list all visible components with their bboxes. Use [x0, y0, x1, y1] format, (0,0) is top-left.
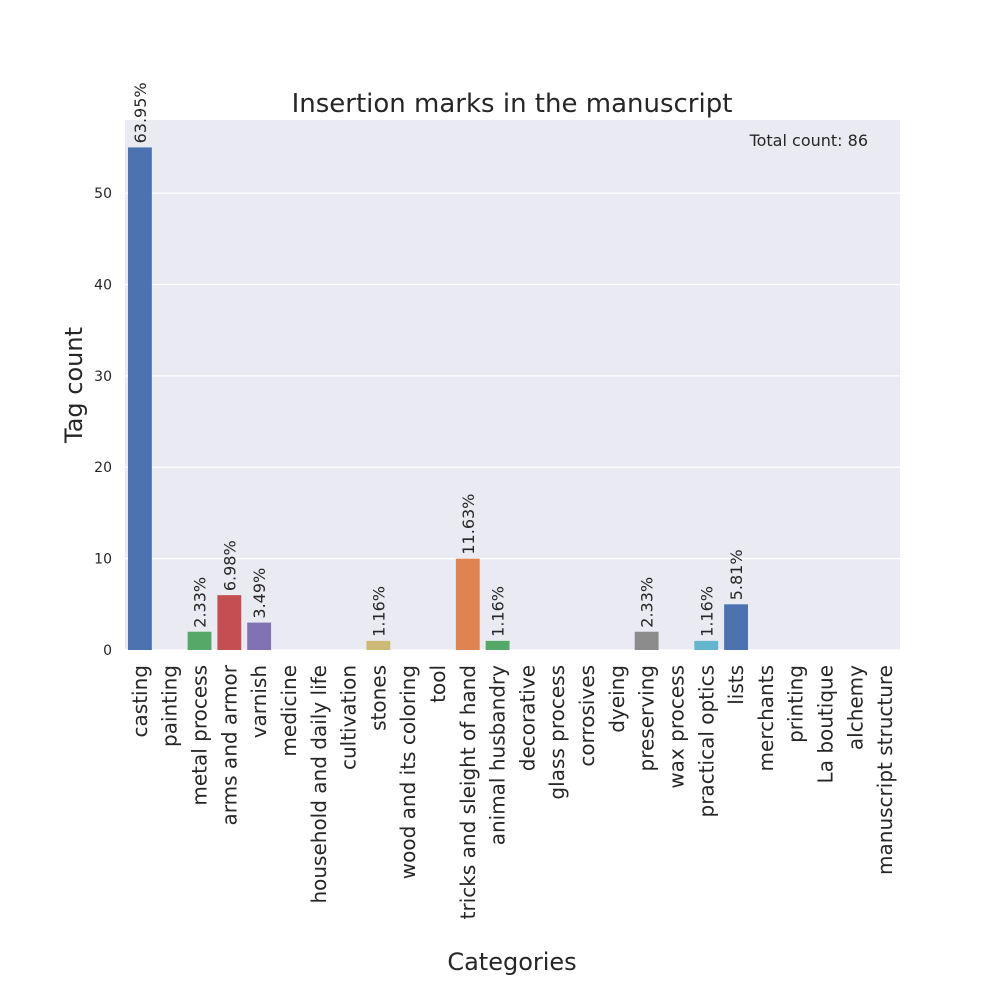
x-tick-label: casting: [128, 665, 152, 737]
x-tick-label: merchants: [754, 665, 778, 771]
x-tick-label: practical optics: [694, 665, 718, 817]
x-tick-label: cultivation: [337, 665, 361, 770]
plot-background: [125, 120, 900, 650]
x-tick-label: wax process: [664, 665, 688, 789]
x-tick-labels: casting painting metal process arms and arm…: [128, 664, 897, 919]
bar-data-label: 2.33%: [638, 577, 657, 628]
data-labels: 63.95% 2.33% 6.98% 3.49% 1.16% 11.63% 1.16% 2.3…: [131, 82, 746, 636]
x-tick-label: painting: [158, 665, 182, 747]
y-tick-label: 50: [94, 186, 112, 202]
bar-data-label: 1.16%: [697, 586, 716, 637]
x-tick-label: wood and its coloring: [396, 665, 420, 879]
x-tick-label: glass process: [545, 665, 569, 800]
bar-data-label: 11.63%: [459, 494, 478, 555]
x-tick-label: animal husbandry: [486, 665, 510, 845]
x-tick-label: decorative: [515, 665, 539, 771]
bar-data-label: 2.33%: [191, 577, 210, 628]
bar: [485, 640, 510, 650]
x-tick-label: tool: [426, 665, 450, 703]
x-tick-label: arms and armor: [217, 664, 241, 825]
y-tick-label: 10: [94, 552, 112, 568]
x-tick-label: metal process: [188, 665, 212, 806]
x-tick-label: preserving: [635, 665, 659, 772]
bars: [127, 147, 748, 650]
x-tick-label: medicine: [277, 665, 301, 757]
x-tick-label: household and daily life: [307, 665, 331, 904]
grid-lines: [125, 192, 900, 651]
x-tick-label: alchemy: [843, 665, 867, 750]
x-tick-label: manuscript structure: [873, 665, 897, 875]
bar: [127, 147, 152, 650]
bar-data-label: 6.98%: [220, 540, 239, 591]
y-tick-label: 20: [94, 460, 112, 476]
bar: [247, 622, 272, 650]
bar-data-label: 63.95%: [131, 82, 150, 143]
x-tick-label: La boutique: [813, 665, 837, 783]
x-tick-label: dyeing: [605, 665, 629, 733]
x-tick-label: stones: [366, 665, 390, 731]
x-axis-title: Categories: [447, 948, 576, 976]
bar: [634, 631, 659, 650]
x-tick-label: varnish: [247, 665, 271, 738]
bar-data-label: 3.49%: [250, 568, 269, 619]
bar: [366, 640, 391, 650]
bar: [455, 558, 480, 650]
bar: [724, 604, 748, 650]
y-tick-labels: 0 10 20 30 40 50: [94, 186, 112, 659]
x-tick-label: tricks and sleight of hand: [456, 665, 480, 919]
bar-data-label: 1.16%: [489, 586, 508, 637]
y-tick-label: 30: [94, 369, 112, 385]
y-tick-label: 40: [94, 277, 112, 293]
bar: [217, 595, 242, 650]
x-tick-label: lists: [724, 665, 748, 705]
bar-data-label: 1.16%: [369, 586, 388, 637]
bar: [694, 640, 719, 650]
chart-title: Insertion marks in the manuscript: [292, 89, 733, 119]
x-tick-label: printing: [784, 665, 808, 743]
bar: [187, 631, 212, 650]
bar-data-label: 5.81%: [727, 549, 746, 600]
y-tick-label: 0: [103, 643, 112, 659]
total-count-annotation: Total count: 86: [749, 131, 868, 150]
x-tick-label: corrosives: [575, 665, 599, 767]
y-axis-title: Tag count: [60, 327, 88, 444]
